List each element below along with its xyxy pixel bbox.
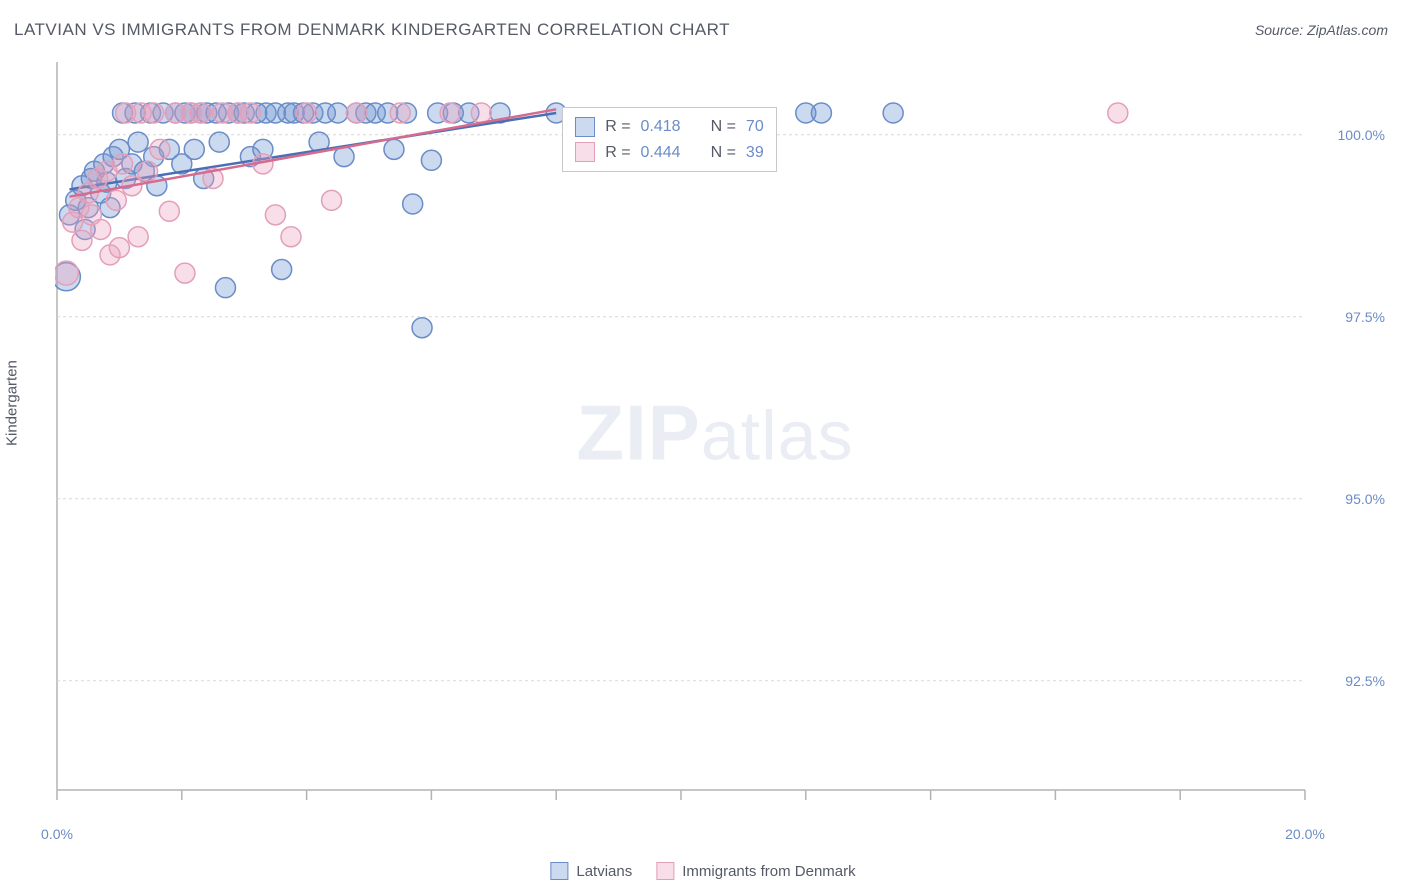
- scatter-point: [328, 103, 348, 123]
- scatter-point: [109, 238, 129, 258]
- scatter-point: [191, 103, 211, 123]
- r-value: 0.444: [641, 140, 681, 166]
- y-tick-label: 92.5%: [1345, 673, 1385, 689]
- stats-row: R = 0.418 N = 70: [575, 114, 764, 140]
- scatter-point: [322, 190, 342, 210]
- scatter-point: [175, 263, 195, 283]
- y-tick-label: 100.0%: [1338, 127, 1385, 143]
- scatter-point: [128, 227, 148, 247]
- legend-item: Immigrants from Denmark: [656, 862, 855, 880]
- y-tick-label: 95.0%: [1345, 491, 1385, 507]
- scatter-point: [412, 318, 432, 338]
- correlation-stats-box: R = 0.418 N = 70 R = 0.444 N = 39: [562, 107, 777, 172]
- n-label: N =: [711, 140, 736, 166]
- scatter-point: [150, 139, 170, 159]
- legend: Latvians Immigrants from Denmark: [550, 862, 855, 880]
- r-label: R =: [605, 140, 630, 166]
- r-label: R =: [605, 114, 630, 140]
- scatter-point: [113, 154, 133, 174]
- legend-swatch: [550, 862, 568, 880]
- stats-row: R = 0.444 N = 39: [575, 140, 764, 166]
- scatter-point: [440, 103, 460, 123]
- x-tick-label: 0.0%: [41, 826, 73, 842]
- n-label: N =: [711, 114, 736, 140]
- scatter-point: [281, 227, 301, 247]
- scatter-point: [106, 190, 126, 210]
- correlation-chart: LATVIAN VS IMMIGRANTS FROM DENMARK KINDE…: [0, 0, 1406, 892]
- scatter-point: [159, 201, 179, 221]
- legend-label: Immigrants from Denmark: [682, 863, 855, 880]
- source-attribution: Source: ZipAtlas.com: [1255, 22, 1388, 38]
- scatter-point: [272, 259, 292, 279]
- plot-area: ZIPatlas R =0.418N =70R =0.444N =39 92.5…: [55, 58, 1375, 808]
- scatter-point: [240, 103, 260, 123]
- scatter-point: [471, 103, 491, 123]
- scatter-point: [72, 230, 92, 250]
- scatter-point: [421, 150, 441, 170]
- scatter-point: [297, 103, 317, 123]
- legend-label: Latvians: [576, 863, 632, 880]
- scatter-point: [265, 205, 285, 225]
- y-tick-label: 97.5%: [1345, 309, 1385, 325]
- scatter-point: [128, 132, 148, 152]
- r-value: 0.418: [641, 114, 681, 140]
- n-value: 70: [746, 114, 764, 140]
- chart-title: LATVIAN VS IMMIGRANTS FROM DENMARK KINDE…: [14, 20, 730, 40]
- x-tick-label: 20.0%: [1285, 826, 1325, 842]
- legend-swatch: [656, 862, 674, 880]
- scatter-point: [883, 103, 903, 123]
- scatter-point: [55, 261, 78, 285]
- scatter-point: [1108, 103, 1128, 123]
- scatter-point: [215, 278, 235, 298]
- scatter-point: [390, 103, 410, 123]
- scatter-point: [144, 103, 164, 123]
- scatter-point: [403, 194, 423, 214]
- scatter-point: [209, 132, 229, 152]
- scatter-point: [184, 139, 204, 159]
- series-swatch: [575, 142, 595, 162]
- series-swatch: [575, 117, 595, 137]
- scatter-point: [137, 161, 157, 181]
- scatter-point: [811, 103, 831, 123]
- scatter-point: [347, 103, 367, 123]
- legend-item: Latvians: [550, 862, 632, 880]
- scatter-point: [91, 219, 111, 239]
- scatter-point: [384, 139, 404, 159]
- y-axis-label: Kindergarten: [4, 360, 21, 446]
- n-value: 39: [746, 140, 764, 166]
